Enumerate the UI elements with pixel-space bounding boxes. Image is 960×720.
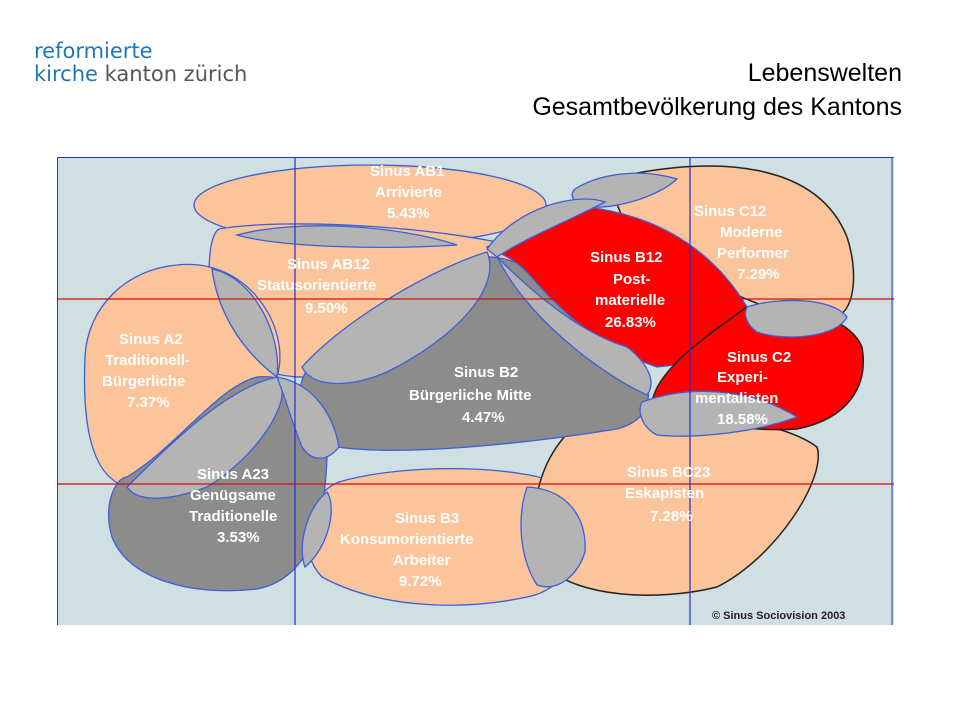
- label-ab1: Sinus AB1 Arrivierte 5.43%: [370, 163, 449, 222]
- label-b3: Sinus B3 Konsumorientierte Arbeiter 9.72…: [340, 510, 478, 590]
- overlap-b2-bc23: [639, 390, 799, 437]
- grid-lines: [57, 157, 894, 625]
- overlap-c12-c2: [744, 299, 848, 338]
- sinus-milieu-diagram: Sinus AB1 Arrivierte 5.43% Sinus AB12 St…: [57, 157, 894, 625]
- overlap-b12-bridge: [486, 198, 607, 258]
- label-b2: Sinus B2 Bürgerliche Mitte 4.47%: [409, 364, 536, 426]
- label-c12: Sinus C12 Moderne Performer 7.29%: [694, 203, 793, 283]
- label-a23: Sinus A23 Genügsame Traditionelle 3.53%: [189, 466, 282, 546]
- label-bc23: Sinus BC23 Eskapisten 7.28%: [625, 464, 715, 525]
- logo-line-1: reformierte: [34, 39, 153, 63]
- overlap-ab12-b2: [301, 251, 491, 385]
- label-c2: Sinus C2 Experi- mentalisten 18.58%: [695, 349, 795, 428]
- label-ab12: Sinus AB12 Statusorientierte 9.50%: [257, 256, 380, 317]
- title-line-1: Lebenswelten: [747, 59, 902, 87]
- label-a2: Sinus A2 Traditionell- Bürgerliche 7.37%: [102, 331, 194, 411]
- logo-word-kanton: kanton zürich: [104, 62, 248, 86]
- milieu-labels: Sinus AB1 Arrivierte 5.43% Sinus AB12 St…: [102, 163, 795, 590]
- page-title: Lebenswelten Gesamtbevölkerung des Kanto…: [532, 56, 902, 124]
- church-logo: reformierte kirche kanton zürich: [34, 40, 247, 86]
- overlap-a23-b3: [301, 491, 332, 569]
- overlap-a23-b2: [275, 376, 340, 459]
- copyright-notice: © Sinus Sociovision 2003: [712, 610, 845, 622]
- overlap-a2-a23: [126, 376, 283, 499]
- overlap-ab1-ab12: [234, 225, 458, 248]
- overlap-b3-bc23: [520, 486, 586, 588]
- logo-word-kirche: kirche: [34, 62, 98, 86]
- label-b12: Sinus B12 Post- materielle 26.83%: [590, 249, 669, 331]
- overlap-b2-b12: [496, 256, 652, 396]
- title-line-2: Gesamtbevölkerung des Kantons: [532, 93, 902, 121]
- overlap-lenses: [126, 172, 848, 588]
